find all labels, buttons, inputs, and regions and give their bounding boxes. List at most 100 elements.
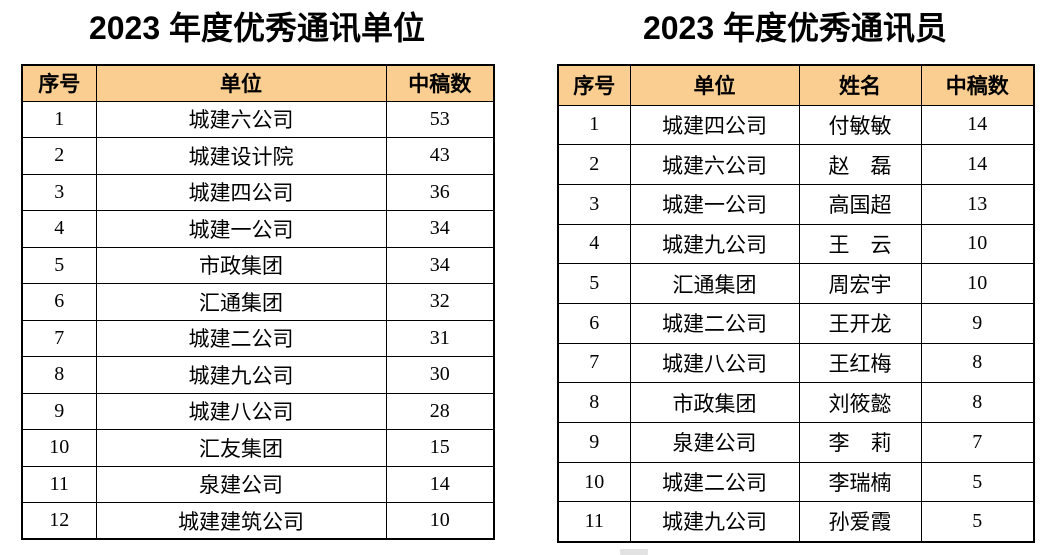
cell-row-index: 6: [557, 302, 631, 344]
cell-article-count: 14: [920, 144, 1035, 185]
units-table: 序号 单位 中稿数 1 城建六公司 53 2 城建设计院 43 3 城建四公司 36 4 城建一公司 34…: [21, 64, 495, 540]
cell-person-name: 李瑞楠: [798, 461, 922, 503]
cell-article-count: 7: [920, 422, 1035, 463]
table-row: 5 市政集团 34: [21, 246, 495, 284]
cell-article-count: 10: [385, 502, 495, 540]
table-row: 6 汇通集团 32: [21, 283, 495, 321]
cell-unit-name: 城建二公司: [629, 461, 800, 503]
cell-article-count: 14: [385, 465, 495, 503]
cell-row-index: 10: [21, 429, 97, 467]
cell-person-name: 孙爱霞: [798, 501, 922, 543]
cell-unit-name: 城建二公司: [629, 302, 800, 344]
units-table-title: 2023 年度优秀通讯单位: [88, 10, 426, 46]
table-row: 7 城建二公司 31: [21, 319, 495, 357]
cell-unit-name: 城建九公司: [629, 501, 800, 543]
table-row: 2 城建六公司赵 磊 14: [557, 144, 1035, 185]
cell-article-count: 43: [385, 137, 495, 175]
cell-unit-name: 城建六公司: [95, 100, 387, 138]
cell-unit-name: 城建四公司: [629, 104, 800, 146]
cell-row-index: 2: [21, 137, 97, 175]
cell-article-count: 34: [385, 246, 495, 284]
cell-row-index: 3: [557, 183, 631, 225]
cell-article-count: 34: [385, 210, 495, 248]
cell-article-count: 30: [385, 356, 495, 394]
table-row: 5 汇通集团 周宏宇 10: [557, 263, 1035, 304]
cell-row-index: 1: [557, 104, 631, 146]
cell-article-count: 10: [920, 223, 1035, 265]
cell-person-name: 付敏敏: [798, 104, 922, 146]
cell-unit-name: 城建九公司: [95, 356, 387, 394]
cell-person-name: 周宏宇: [798, 263, 922, 304]
cell-article-count: 9: [920, 302, 1035, 344]
table-row: 10 城建二公司 李瑞楠 5: [557, 461, 1035, 503]
table-row: 11 城建九公司 孙爱霞 5: [557, 501, 1035, 543]
cell-article-count: 5: [920, 501, 1035, 543]
cell-row-index: 10: [557, 461, 631, 503]
table-row: 2 城建设计院 43: [21, 137, 495, 175]
cell-row-index: 9: [557, 422, 631, 463]
cell-article-count: 53: [385, 100, 495, 138]
cell-article-count: 13: [920, 183, 1035, 225]
cell-row-index: 7: [21, 319, 97, 357]
cell-article-count: 8: [920, 382, 1035, 423]
cell-article-count: 14: [920, 104, 1035, 146]
table-row: 10 汇友集团 15: [21, 429, 495, 467]
cell-unit-name: 城建八公司: [95, 392, 387, 430]
cell-row-index: 9: [21, 392, 97, 430]
cell-person-name: 刘筱懿: [798, 382, 922, 423]
column-header-article-count: 中稿数: [920, 64, 1035, 106]
cell-row-index: 12: [21, 502, 97, 540]
cell-person-name: 高国超: [798, 183, 922, 225]
cell-unit-name: 城建九公司: [629, 223, 800, 265]
cell-unit-name: 城建建筑公司: [95, 502, 387, 540]
reporters-table-section: 2023 年度优秀通讯员 序号 单位 姓名 中稿数 1 城建四公司 付敏敏 14 2 城建六公司…: [557, 0, 1035, 543]
cell-row-index: 11: [557, 501, 631, 543]
cell-unit-name: 泉建公司: [95, 465, 387, 503]
cell-row-index: 5: [21, 246, 97, 284]
table-row: 1 城建四公司 付敏敏 14: [557, 104, 1035, 146]
column-header-row-index: 序号: [557, 64, 631, 106]
cell-row-index: 8: [557, 382, 631, 423]
cell-unit-name: 汇通集团: [629, 263, 800, 304]
cell-article-count: 31: [385, 319, 495, 357]
column-header-article-count: 中稿数: [385, 64, 495, 102]
units-table-header-row: 序号 单位 中稿数: [21, 64, 495, 102]
cell-row-index: 2: [557, 144, 631, 185]
cell-person-name: 王开龙: [798, 302, 922, 344]
cell-row-index: 5: [557, 263, 631, 304]
table-row: 8 市政集团 刘筱懿 8: [557, 382, 1035, 423]
table-row: 12 城建建筑公司 10: [21, 502, 495, 540]
cell-unit-name: 汇友集团: [95, 429, 387, 467]
cell-row-index: 4: [557, 223, 631, 265]
reporters-table-header-row: 序号 单位 姓名 中稿数: [557, 64, 1035, 106]
table-row: 3 城建四公司 36: [21, 173, 495, 211]
cell-row-index: 3: [21, 173, 97, 211]
units-table-section: 2023 年度优秀通讯单位 序号 单位 中稿数 1 城建六公司 53 2 城建设计院 43 3 城…: [21, 0, 495, 540]
cell-person-name: 赵 磊: [798, 144, 922, 185]
cell-unit-name: 市政集团: [95, 246, 387, 284]
cell-unit-name: 城建八公司: [629, 342, 800, 384]
cell-unit-name: 城建一公司: [629, 183, 800, 225]
cell-person-name: 王红梅: [798, 342, 922, 384]
cell-article-count: 5: [920, 461, 1035, 503]
table-row: 4 城建一公司 34: [21, 210, 495, 248]
cell-unit-name: 城建六公司: [629, 144, 800, 185]
table-row: 9 城建八公司 28: [21, 392, 495, 430]
reporters-table: 序号 单位 姓名 中稿数 1 城建四公司 付敏敏 14 2 城建六公司赵 磊 14 3 城建一公司 高国…: [557, 64, 1035, 543]
cell-unit-name: 汇通集团: [95, 283, 387, 321]
reporters-table-title: 2023 年度优秀通讯员: [642, 10, 948, 46]
column-header-person-name: 姓名: [798, 64, 922, 106]
table-row: 7 城建八公司 王红梅 8: [557, 342, 1035, 384]
cell-article-count: 15: [385, 429, 495, 467]
cell-row-index: 4: [21, 210, 97, 248]
column-header-unit-name: 单位: [95, 64, 387, 102]
cell-article-count: 8: [920, 342, 1035, 384]
table-row: 4 城建九公司王 云 10: [557, 223, 1035, 265]
cell-row-index: 8: [21, 356, 97, 394]
column-header-row-index: 序号: [21, 64, 97, 102]
cell-row-index: 7: [557, 342, 631, 384]
cell-unit-name: 泉建公司: [629, 422, 800, 463]
table-row: 1 城建六公司 53: [21, 100, 495, 138]
cell-unit-name: 城建二公司: [95, 319, 387, 357]
